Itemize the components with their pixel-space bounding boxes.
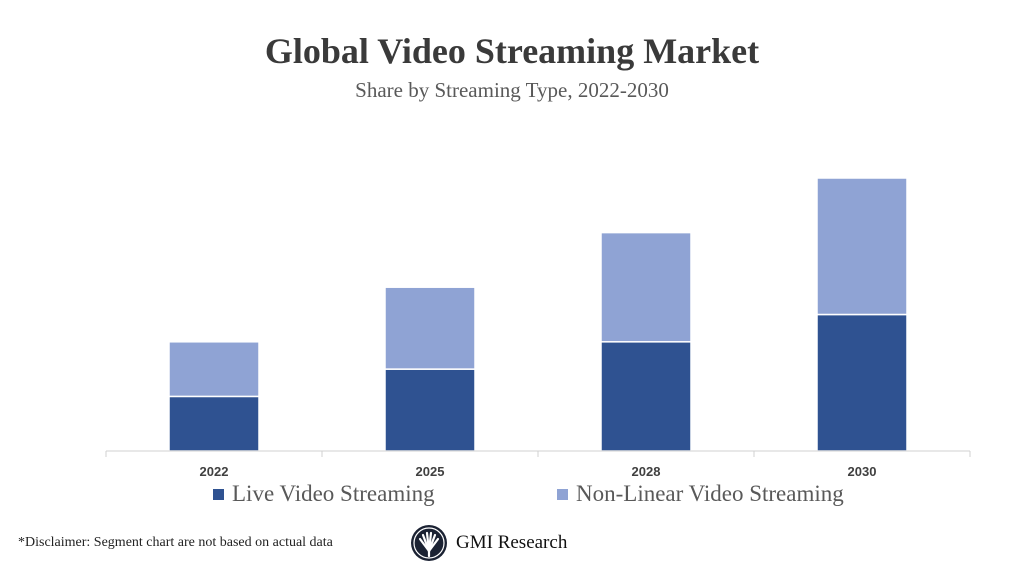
bar-nonlinear-2022 bbox=[168, 341, 260, 398]
legend-label: Non-Linear Video Streaming bbox=[576, 481, 844, 506]
legend-item-nonlinear: Non-Linear Video Streaming bbox=[557, 481, 844, 507]
legend-swatch bbox=[213, 488, 224, 500]
legend-swatch bbox=[557, 488, 568, 500]
chart-title: Global Video Streaming Market bbox=[264, 31, 760, 71]
x-tick-label: 2025 bbox=[416, 464, 445, 479]
x-tick-label: 2022 bbox=[200, 464, 229, 479]
bar-nonlinear-2030 bbox=[816, 177, 908, 316]
x-tick-label: 2030 bbox=[848, 464, 877, 479]
bar-nonlinear-2025 bbox=[384, 286, 476, 370]
legend-label: Live Video Streaming bbox=[232, 481, 435, 506]
bar-live-2028 bbox=[600, 341, 692, 452]
bar-live-2030 bbox=[816, 313, 908, 452]
x-tick-label: 2028 bbox=[632, 464, 661, 479]
fan-logo-icon bbox=[411, 525, 447, 561]
legend-item-live: Live Video Streaming bbox=[213, 481, 435, 507]
gmi-logo: GMI Research bbox=[410, 524, 567, 562]
bar-live-2025 bbox=[384, 368, 476, 452]
logo-text: GMI Research bbox=[456, 532, 568, 553]
bar-nonlinear-2028 bbox=[600, 231, 692, 343]
disclaimer: *Disclaimer: Segment chart are not based… bbox=[18, 535, 333, 550]
chart-subtitle: Share by Streaming Type, 2022-2030 bbox=[355, 78, 669, 102]
bar-live-2022 bbox=[168, 395, 260, 452]
